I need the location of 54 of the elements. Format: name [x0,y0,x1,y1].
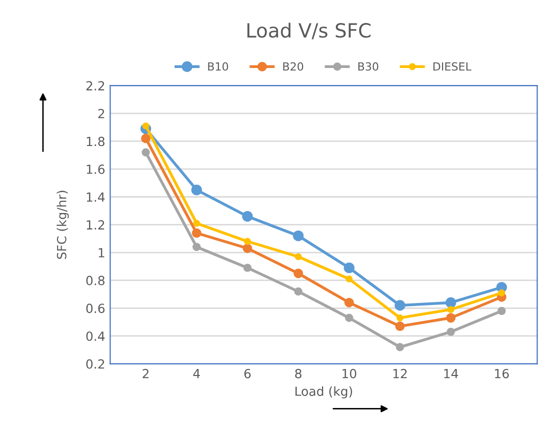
x-tick-label: 2 [142,368,149,378]
y-tick-label: 1 [98,248,104,258]
point [294,253,302,260]
x-tick-label: 10 [342,368,356,378]
point [344,298,354,308]
x-tick-label: 12 [393,368,407,378]
legend-label: DIESEL [433,62,472,71]
legend-label: B30 [358,62,378,71]
point [192,228,202,238]
x-tick-label: 8 [295,368,302,378]
point [292,230,304,242]
y-tick-label: 0.2 [86,359,104,369]
point [192,242,201,252]
x-tick-label: 4 [193,369,200,378]
y-tick-label: 1.4 [86,192,105,202]
point [395,322,405,331]
legend-label: B10 [208,62,228,71]
y-tick-label: 2 [98,108,104,118]
point [191,184,202,196]
y-axis-title: SFC (kg/hr) [56,190,69,259]
y-tick-label: 2.2 [86,81,104,90]
x-tick-label: 16 [495,368,509,378]
point [498,289,506,296]
point [242,211,253,222]
x-tick-label: 6 [244,368,251,378]
point [242,244,252,254]
chart-title: Load V/s SFC [247,22,371,40]
point [243,264,252,272]
y-tick-label: 0.6 [86,304,105,314]
point [447,306,454,314]
x-axis-title: Load (kg) [295,386,352,398]
point [244,238,251,245]
point [498,306,506,316]
point [141,134,151,144]
point [193,220,200,227]
legend-label: B20 [283,62,304,71]
point [345,314,354,322]
point [396,314,404,322]
point [396,343,404,352]
y-tick-label: 0.8 [86,276,104,286]
y-tick-label: 0.4 [86,331,105,341]
point [294,268,304,278]
point [294,287,302,296]
point [445,297,456,308]
point [344,262,354,274]
point [394,300,406,311]
y-tick-label: 1.2 [86,220,104,230]
y-tick-label: 1.6 [86,164,105,174]
x-tick-label: 14 [444,369,458,378]
point [446,328,455,336]
point [142,148,150,156]
point [346,275,353,282]
point [446,313,456,323]
y-tick-label: 1.8 [86,136,104,146]
